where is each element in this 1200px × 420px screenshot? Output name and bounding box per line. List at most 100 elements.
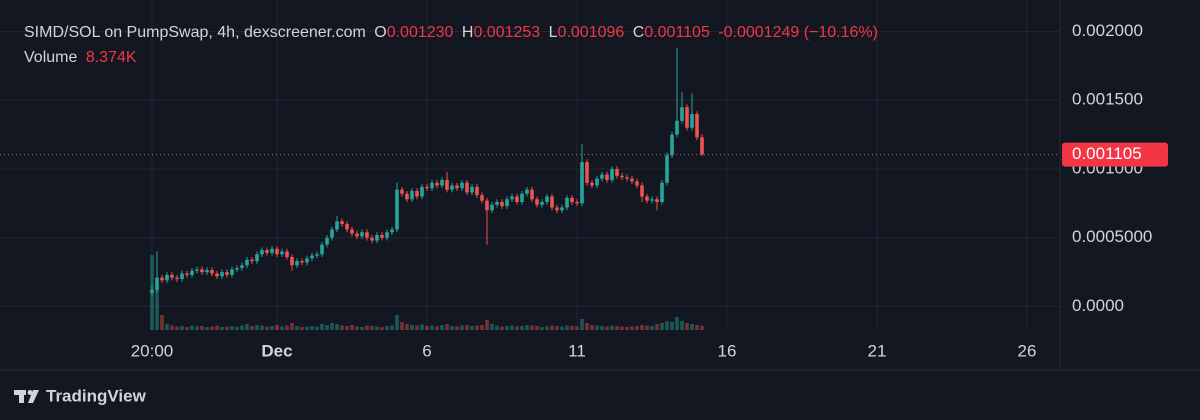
volume-bar — [195, 326, 199, 330]
volume-bar — [175, 326, 179, 330]
volume-bar — [465, 325, 469, 330]
volume-bar — [235, 327, 239, 330]
candle-body — [360, 232, 364, 237]
candle-body — [305, 258, 309, 263]
volume-bar — [700, 325, 704, 330]
volume-bar — [560, 326, 564, 330]
volume-bar — [280, 326, 284, 330]
candle-body — [570, 197, 574, 202]
volume-bar — [545, 326, 549, 330]
volume-bar — [685, 323, 689, 330]
candle-body — [475, 186, 479, 196]
volume-bar — [385, 326, 389, 330]
volume-bar — [205, 327, 209, 330]
candle-body — [680, 107, 684, 121]
candle-body — [580, 162, 584, 204]
volume-bar — [160, 315, 164, 330]
volume-bar — [220, 327, 224, 330]
candle-body — [410, 191, 414, 200]
volume-bar — [380, 327, 384, 330]
volume-bar — [210, 326, 214, 330]
candle-body — [635, 181, 639, 186]
x-tick-label: 26 — [1018, 341, 1037, 360]
volume-bar — [370, 326, 374, 330]
volume-bar — [690, 324, 694, 330]
candle-body — [590, 182, 594, 186]
candle-body — [215, 273, 219, 277]
volume-bar — [530, 325, 534, 330]
volume-bar — [415, 325, 419, 330]
candle-body — [310, 255, 314, 259]
candle-body — [490, 204, 494, 211]
candle-body — [505, 199, 509, 207]
volume-bar — [470, 326, 474, 330]
volume-bar — [605, 326, 609, 330]
candle-body — [480, 195, 484, 201]
candle-body — [430, 182, 434, 189]
volume-bar — [570, 326, 574, 330]
candle-body — [515, 196, 519, 202]
volume-bar — [670, 322, 674, 330]
volume-bar — [325, 325, 329, 330]
y-tick-label: 0.0000 — [1072, 296, 1124, 315]
volume-value: 8.374K — [85, 49, 137, 66]
volume-bar — [535, 326, 539, 330]
volume-bar — [275, 325, 279, 330]
candle-body — [205, 270, 209, 273]
candle-body — [180, 273, 184, 279]
candle-body — [400, 189, 404, 194]
candle-body — [585, 162, 589, 183]
volume-bar — [550, 325, 554, 330]
volume-bar — [350, 325, 354, 330]
volume-bar — [320, 324, 324, 330]
candle-body — [255, 254, 259, 262]
candle-body — [325, 237, 329, 245]
candle-body — [640, 185, 644, 197]
volume-bar — [630, 326, 634, 330]
volume-bar — [575, 326, 579, 330]
volume-bar — [355, 326, 359, 330]
candle-body — [600, 174, 604, 179]
candle-body — [440, 180, 444, 186]
candle-body — [155, 277, 159, 290]
volume-bar — [310, 326, 314, 330]
candle-body — [345, 224, 349, 230]
candle-body — [395, 189, 399, 230]
volume-bar — [460, 325, 464, 330]
candle-body — [425, 186, 429, 189]
candle-body — [695, 114, 699, 138]
candle-body — [160, 277, 164, 281]
candle-body — [415, 191, 419, 197]
volume-bar — [375, 326, 379, 330]
volume-bar — [215, 325, 219, 330]
candle-body — [355, 233, 359, 237]
volume-bar — [505, 326, 509, 330]
candle-body — [200, 269, 204, 273]
y-tick-label: 0.002000 — [1072, 21, 1143, 40]
candle-body — [460, 182, 464, 189]
candle-body — [185, 273, 189, 275]
volume-bar — [540, 327, 544, 330]
candle-body — [365, 232, 369, 238]
candle-body — [700, 137, 704, 155]
candle-body — [250, 259, 254, 262]
volume-bar — [265, 326, 269, 330]
candle-body — [685, 107, 689, 128]
volume-bar — [410, 325, 414, 330]
volume-bar — [245, 324, 249, 330]
last-price-box — [1062, 142, 1168, 167]
candle-body — [380, 235, 384, 238]
candle-body — [165, 274, 169, 281]
candle-body — [670, 134, 674, 156]
candle-body — [690, 114, 694, 128]
legend-label: L — [548, 24, 558, 41]
candle-body — [405, 193, 409, 200]
candle-body — [620, 175, 624, 178]
volume-bar — [255, 325, 259, 330]
legend-label: C — [632, 24, 645, 41]
candle-body — [240, 265, 244, 268]
volume-bar — [200, 326, 204, 330]
candle-body — [210, 270, 214, 274]
candle-body — [450, 185, 454, 190]
volume-bar — [445, 324, 449, 330]
